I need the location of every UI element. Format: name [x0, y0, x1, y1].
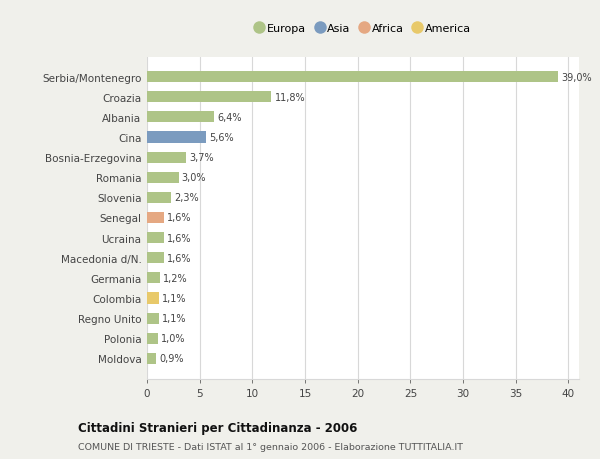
Text: 1,6%: 1,6% — [167, 213, 191, 223]
Text: 1,6%: 1,6% — [167, 253, 191, 263]
Text: 6,4%: 6,4% — [218, 112, 242, 123]
Text: 3,7%: 3,7% — [189, 153, 214, 163]
Bar — [147, 313, 158, 324]
Bar — [147, 233, 164, 244]
Bar — [147, 152, 186, 163]
Bar — [147, 293, 158, 304]
Text: 11,8%: 11,8% — [274, 93, 305, 102]
Text: 1,2%: 1,2% — [163, 273, 187, 283]
Bar — [147, 172, 179, 184]
Bar — [147, 192, 171, 203]
Text: 2,3%: 2,3% — [175, 193, 199, 203]
Bar — [147, 353, 157, 364]
Text: 1,6%: 1,6% — [167, 233, 191, 243]
Bar — [147, 132, 206, 143]
Text: 1,1%: 1,1% — [162, 293, 186, 303]
Text: COMUNE DI TRIESTE - Dati ISTAT al 1° gennaio 2006 - Elaborazione TUTTITALIA.IT: COMUNE DI TRIESTE - Dati ISTAT al 1° gen… — [78, 442, 463, 451]
Bar — [147, 252, 164, 264]
Bar — [147, 213, 164, 224]
Text: 0,9%: 0,9% — [160, 353, 184, 364]
Legend: Europa, Asia, Africa, America: Europa, Asia, Africa, America — [253, 21, 473, 36]
Bar — [147, 112, 214, 123]
Text: 1,1%: 1,1% — [162, 313, 186, 324]
Text: Cittadini Stranieri per Cittadinanza - 2006: Cittadini Stranieri per Cittadinanza - 2… — [78, 421, 358, 434]
Text: 5,6%: 5,6% — [209, 133, 234, 143]
Bar — [147, 72, 558, 83]
Bar — [147, 273, 160, 284]
Bar — [147, 92, 271, 103]
Bar — [147, 333, 158, 344]
Text: 39,0%: 39,0% — [561, 73, 592, 83]
Text: 1,0%: 1,0% — [161, 334, 185, 343]
Text: 3,0%: 3,0% — [182, 173, 206, 183]
